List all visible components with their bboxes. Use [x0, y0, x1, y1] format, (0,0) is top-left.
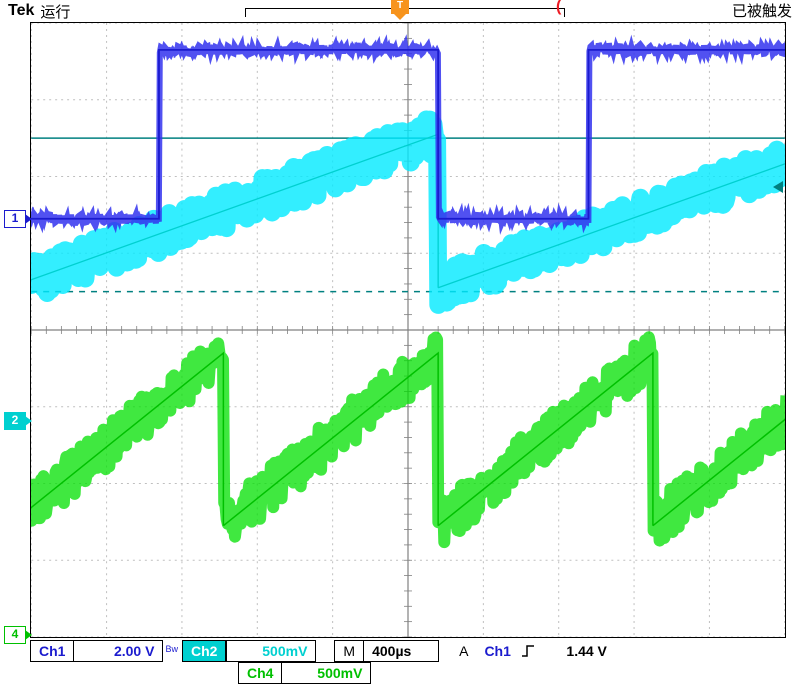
trigger-level-arrow-icon — [773, 181, 783, 193]
ch4-ground-marker: 4 — [4, 626, 26, 644]
trigger-marker-top: T — [391, 0, 409, 14]
ch2-label: Ch2 — [182, 640, 226, 662]
ch4-label: Ch4 — [238, 662, 281, 684]
ch1-ground-marker: 1 — [4, 210, 26, 228]
ch1-scale: 2.00 V — [73, 640, 163, 662]
trigger-level: 1.44 V — [539, 640, 615, 662]
red-paren-icon: ( — [556, 0, 561, 16]
timebase-label: M — [334, 640, 363, 662]
trigger-status: 已被触发 — [732, 0, 792, 21]
ch2-scale: 500mV — [226, 640, 316, 662]
ch4-scale: 500mV — [281, 662, 371, 684]
trigger-edge-icon — [519, 640, 539, 662]
brand-label: Tek — [0, 2, 34, 20]
ch2-ground-marker: 2 — [4, 412, 26, 430]
timebase-value: 400µs — [363, 640, 439, 662]
ch1-bw-icon: Bw — [163, 640, 182, 662]
trigger-source: Ch1 — [476, 640, 518, 662]
waveform-svg — [31, 23, 785, 637]
readout-bar: Ch1 2.00 V Bw Ch2 500mV M 400µs A Ch1 1.… — [30, 640, 786, 684]
ch1-label: Ch1 — [30, 640, 73, 662]
trigger-mode: A — [451, 640, 476, 662]
waveform-plot — [30, 22, 786, 638]
run-state: 运行 — [34, 1, 70, 22]
